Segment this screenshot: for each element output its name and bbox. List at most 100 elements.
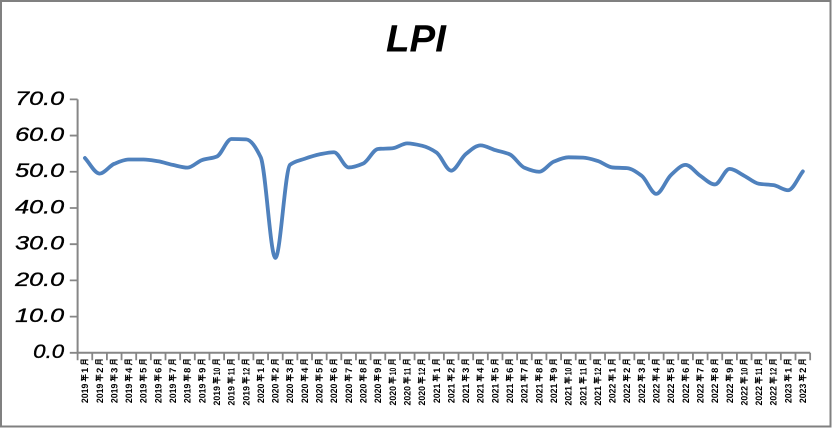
svg-text:6: 6	[681, 368, 691, 373]
svg-text:1: 1	[80, 368, 90, 373]
svg-text:8: 8	[534, 368, 544, 373]
svg-text:40.0: 40.0	[15, 197, 65, 218]
svg-text:10: 10	[564, 368, 574, 376]
svg-text:4: 4	[476, 368, 486, 373]
svg-text:7: 7	[168, 368, 178, 373]
svg-text:4: 4	[124, 368, 134, 373]
svg-text:2: 2	[271, 368, 281, 373]
svg-text:11: 11	[754, 368, 764, 376]
svg-text:2021: 2021	[578, 386, 588, 406]
svg-text:6: 6	[505, 368, 515, 373]
svg-text:3: 3	[637, 368, 647, 373]
svg-text:3: 3	[461, 368, 471, 373]
svg-text:12: 12	[769, 368, 779, 376]
svg-text:2020: 2020	[256, 384, 266, 404]
svg-text:12: 12	[241, 368, 251, 376]
svg-text:2020: 2020	[271, 384, 281, 404]
svg-text:50.0: 50.0	[15, 161, 65, 182]
svg-text:3: 3	[285, 368, 295, 373]
svg-text:2: 2	[798, 368, 808, 373]
svg-text:5: 5	[666, 368, 676, 373]
svg-text:2019: 2019	[241, 386, 251, 406]
svg-text:2021: 2021	[534, 384, 544, 404]
svg-text:4: 4	[300, 368, 310, 373]
svg-text:11: 11	[402, 368, 412, 376]
svg-text:2022: 2022	[725, 384, 735, 404]
svg-text:2021: 2021	[490, 384, 500, 404]
svg-text:6: 6	[153, 368, 163, 373]
svg-text:2019: 2019	[80, 384, 90, 404]
svg-text:2020: 2020	[344, 384, 354, 404]
svg-text:2022: 2022	[710, 384, 720, 404]
svg-text:12: 12	[417, 368, 427, 376]
svg-text:2021: 2021	[564, 386, 574, 406]
svg-text:2023: 2023	[783, 384, 793, 404]
svg-text:11: 11	[578, 368, 588, 376]
svg-text:2022: 2022	[637, 384, 647, 404]
svg-text:12: 12	[593, 368, 603, 376]
svg-text:2: 2	[622, 368, 632, 373]
svg-text:5: 5	[490, 368, 500, 373]
svg-text:2019: 2019	[95, 384, 105, 404]
svg-text:3: 3	[109, 368, 119, 373]
svg-text:2021: 2021	[505, 384, 515, 404]
svg-text:2022: 2022	[681, 384, 691, 404]
svg-text:2020: 2020	[388, 386, 398, 406]
svg-text:7: 7	[520, 368, 530, 373]
svg-text:8: 8	[710, 368, 720, 373]
svg-text:2020: 2020	[373, 384, 383, 404]
svg-text:11: 11	[227, 368, 237, 376]
svg-text:9: 9	[725, 368, 735, 373]
svg-text:2020: 2020	[300, 384, 310, 404]
svg-text:7: 7	[695, 368, 705, 373]
svg-text:2021: 2021	[549, 384, 559, 404]
svg-text:2019: 2019	[124, 384, 134, 404]
svg-text:2020: 2020	[285, 384, 295, 404]
svg-text:2021: 2021	[476, 384, 486, 404]
svg-text:2021: 2021	[461, 384, 471, 404]
svg-text:10: 10	[212, 368, 222, 376]
svg-text:2022: 2022	[739, 386, 749, 406]
svg-text:1: 1	[608, 368, 618, 373]
svg-text:2019: 2019	[168, 384, 178, 404]
svg-text:1: 1	[256, 368, 266, 373]
svg-text:2019: 2019	[139, 384, 149, 404]
svg-text:6: 6	[329, 368, 339, 373]
svg-text:9: 9	[373, 368, 383, 373]
svg-text:60.0: 60.0	[15, 125, 65, 146]
svg-text:10: 10	[739, 368, 749, 376]
svg-text:2020: 2020	[417, 386, 427, 406]
svg-text:2022: 2022	[695, 384, 705, 404]
svg-text:2019: 2019	[212, 386, 222, 406]
svg-text:0.0: 0.0	[33, 342, 64, 363]
svg-text:10: 10	[388, 368, 398, 376]
svg-text:LPI: LPI	[386, 19, 447, 61]
svg-text:30.0: 30.0	[15, 234, 65, 255]
svg-text:20.0: 20.0	[14, 270, 65, 291]
svg-text:2020: 2020	[329, 384, 339, 404]
svg-text:2: 2	[446, 368, 456, 373]
svg-text:2021: 2021	[593, 386, 603, 406]
svg-text:2020: 2020	[402, 386, 412, 406]
svg-text:2022: 2022	[666, 384, 676, 404]
svg-text:7: 7	[344, 368, 354, 373]
svg-text:2022: 2022	[769, 386, 779, 406]
svg-text:2022: 2022	[622, 384, 632, 404]
svg-text:2021: 2021	[446, 384, 456, 404]
svg-text:8: 8	[183, 368, 193, 373]
svg-text:2021: 2021	[432, 384, 442, 404]
svg-text:2022: 2022	[652, 384, 662, 404]
svg-text:2022: 2022	[754, 386, 764, 406]
svg-text:2021: 2021	[520, 384, 530, 404]
svg-text:2019: 2019	[109, 384, 119, 404]
svg-text:2019: 2019	[153, 384, 163, 404]
svg-text:2020: 2020	[315, 384, 325, 404]
svg-text:8: 8	[358, 368, 368, 373]
svg-text:5: 5	[315, 368, 325, 373]
svg-text:2020: 2020	[358, 384, 368, 404]
svg-text:2: 2	[95, 368, 105, 373]
svg-text:2019: 2019	[227, 386, 237, 406]
svg-text:1: 1	[432, 368, 442, 373]
svg-text:2019: 2019	[197, 384, 207, 404]
svg-text:9: 9	[549, 368, 559, 373]
